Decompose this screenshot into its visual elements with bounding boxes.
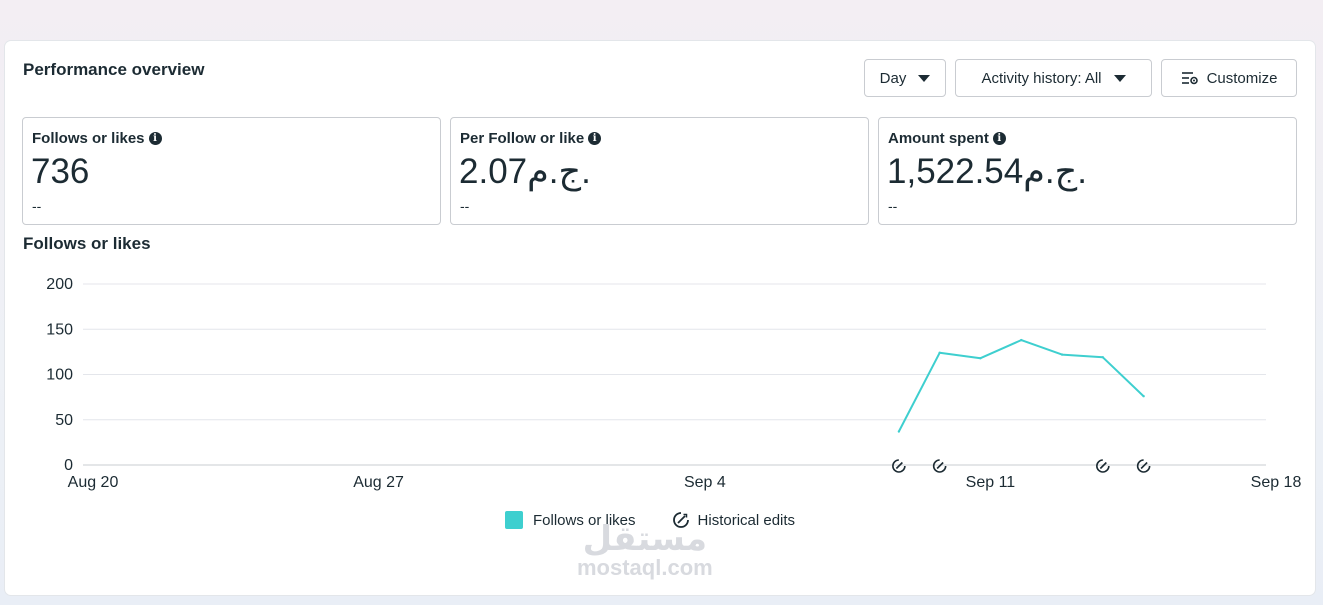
data-point [979,357,982,360]
legend-series-label: Follows or likes [533,511,636,529]
data-point [1060,353,1064,356]
metric-delta: -- [888,198,898,214]
caret-down-icon [918,74,931,82]
data-point [1101,356,1105,359]
marker-needle [1140,461,1148,470]
metric-value: 2.07ج.م. [459,152,591,191]
metric-amount-spent: Amount spent i 1,522.54ج.م. -- [878,117,1297,225]
legend-item-follows[interactable]: Follows or likes [505,511,636,529]
marker-needle [895,461,903,470]
marker-arc [892,459,906,473]
chart-title: Follows or likes [23,234,151,253]
data-point [938,351,941,354]
marker-arc [932,459,947,473]
y-tick-label: 150 [46,321,73,338]
marker-needle [936,461,944,470]
x-tick-label: Sep 11 [966,474,1016,491]
series-swatch [505,511,523,529]
info-icon[interactable]: i [148,132,162,145]
metric-delta: -- [32,198,42,214]
legend-edits-label: Historical edits [697,511,796,529]
y-tick-label: 0 [64,457,73,474]
metric-follows-or-likes: Follows or likes i 736 -- [22,117,441,225]
y-tick-label: 50 [55,412,73,429]
x-tick-label: Aug 20 [68,474,119,491]
customize-icon [1181,72,1198,85]
performance-overview-card: Performance overview Day Activity histor… [5,41,1315,595]
metric-delta: -- [460,198,470,214]
page-title: Performance overview [23,60,205,79]
data-point [1142,395,1145,398]
data-point [1020,338,1023,342]
historical-edit-marker [892,459,906,473]
activity-history-dropdown[interactable]: Activity history: All [955,59,1152,97]
historical-edit-marker [1096,459,1110,473]
follows-chart: 0 50 100 150 200 Aug 20 Aug 27 Sep 4 Sep 11 Sep … [46,276,1302,491]
marker-arc [1136,459,1151,473]
watermark-text: mostaql.com [577,555,713,580]
day-dropdown[interactable]: Day [864,59,946,97]
chart-legend: Follows or likes Historical edits [505,511,795,529]
x-tick-label: Sep 4 [684,474,726,491]
x-tick-label: Aug 27 [353,474,404,491]
metric-value: 736 [31,152,90,191]
historical-edits-icon [672,512,689,528]
customize-label: Customize [1206,69,1278,87]
x-tick-label: Sep 18 [1251,474,1302,491]
customize-button[interactable]: Customize [1161,59,1297,97]
legend-item-historical-edits[interactable]: Historical edits [636,511,796,529]
metric-value: 1,522.54ج.م. [887,152,1087,191]
data-point [897,430,901,433]
metric-label: Amount spent [888,130,989,147]
metric-label: Follows or likes [32,130,145,147]
y-tick-label: 100 [46,367,73,384]
info-icon[interactable]: i [992,132,1006,145]
caret-down-icon [1113,74,1126,82]
mostaql-watermark: مستقل mostaql.com [577,519,713,581]
series-line-follows [897,339,1145,432]
metric-per-follow-or-like: Per Follow or like i 2.07ج.م. -- [450,117,869,225]
marker-arc [1096,459,1110,473]
info-icon[interactable]: i [588,132,602,145]
historical-edit-marker [932,459,947,473]
day-dropdown-label: Day [879,69,907,87]
y-tick-label: 200 [46,276,73,293]
activity-history-label: Activity history: All [981,69,1102,87]
watermark-logo: مستقل [582,519,708,559]
marker-needle [1099,461,1107,470]
historical-edit-marker [1136,459,1151,473]
metric-label: Per Follow or like [460,130,585,147]
